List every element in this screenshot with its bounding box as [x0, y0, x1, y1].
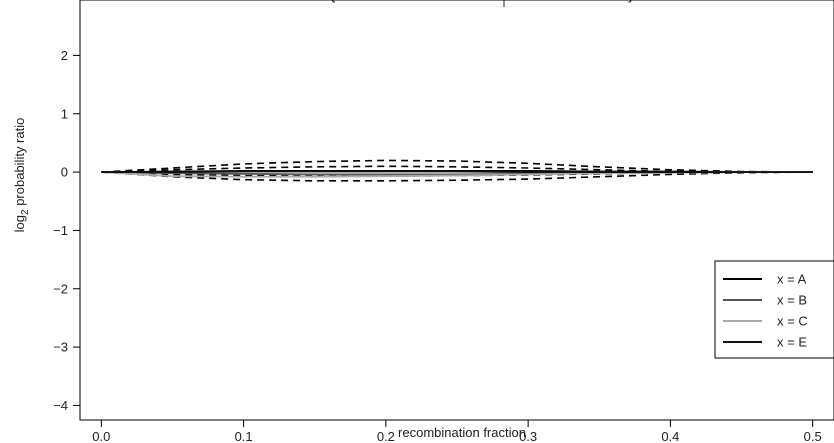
- chart-title-fragment-end: }: [628, 0, 634, 3]
- y-tick-label: −4: [53, 398, 68, 413]
- legend-box: [714, 260, 834, 359]
- legend-label: x = B: [777, 293, 807, 308]
- series-layer: [101, 159, 813, 182]
- series-line-dashed: [101, 159, 813, 173]
- x-axis: 0.0 0.1 0.2 0.3 0.4 0.5: [92, 420, 822, 443]
- x-tick-label: 0.5: [804, 429, 822, 443]
- series-line-dashed: [101, 171, 813, 182]
- x-tick-label: 0.1: [235, 429, 253, 443]
- y-tick-label: 0: [61, 165, 68, 180]
- y-tick-label: −1: [53, 223, 68, 238]
- plot-frame: [79, 0, 834, 421]
- x-tick-label: 0.4: [661, 429, 679, 443]
- legend-label: x = E: [777, 335, 807, 350]
- chart-title-fragment-start: {: [330, 0, 336, 3]
- y-tick-label: −3: [53, 340, 68, 355]
- y-tick-label: 1: [61, 106, 68, 121]
- y-axis-title-rest: probability ratio: [12, 118, 27, 210]
- x-tick-label: 0.0: [92, 429, 110, 443]
- series-line: [101, 170, 813, 173]
- x-axis-title: recombination fraction: [398, 425, 526, 440]
- y-tick-label: 2: [61, 48, 68, 63]
- y-axis: 2 1 0 −1 −2 −3 −4: [53, 48, 80, 413]
- y-axis-title-main: log: [12, 215, 27, 232]
- legend-label: x = A: [777, 272, 807, 287]
- x-tick-label: 0.2: [377, 429, 395, 443]
- legend-label: x = C: [777, 314, 808, 329]
- x-tick-label: 0.3: [519, 429, 537, 443]
- legend: x = A x = B x = C x = E: [714, 260, 834, 359]
- y-axis-title-subscript: 2: [20, 209, 31, 215]
- y-tick-label: −2: [53, 281, 68, 296]
- y-axis-title: log2 probability ratio: [12, 118, 31, 233]
